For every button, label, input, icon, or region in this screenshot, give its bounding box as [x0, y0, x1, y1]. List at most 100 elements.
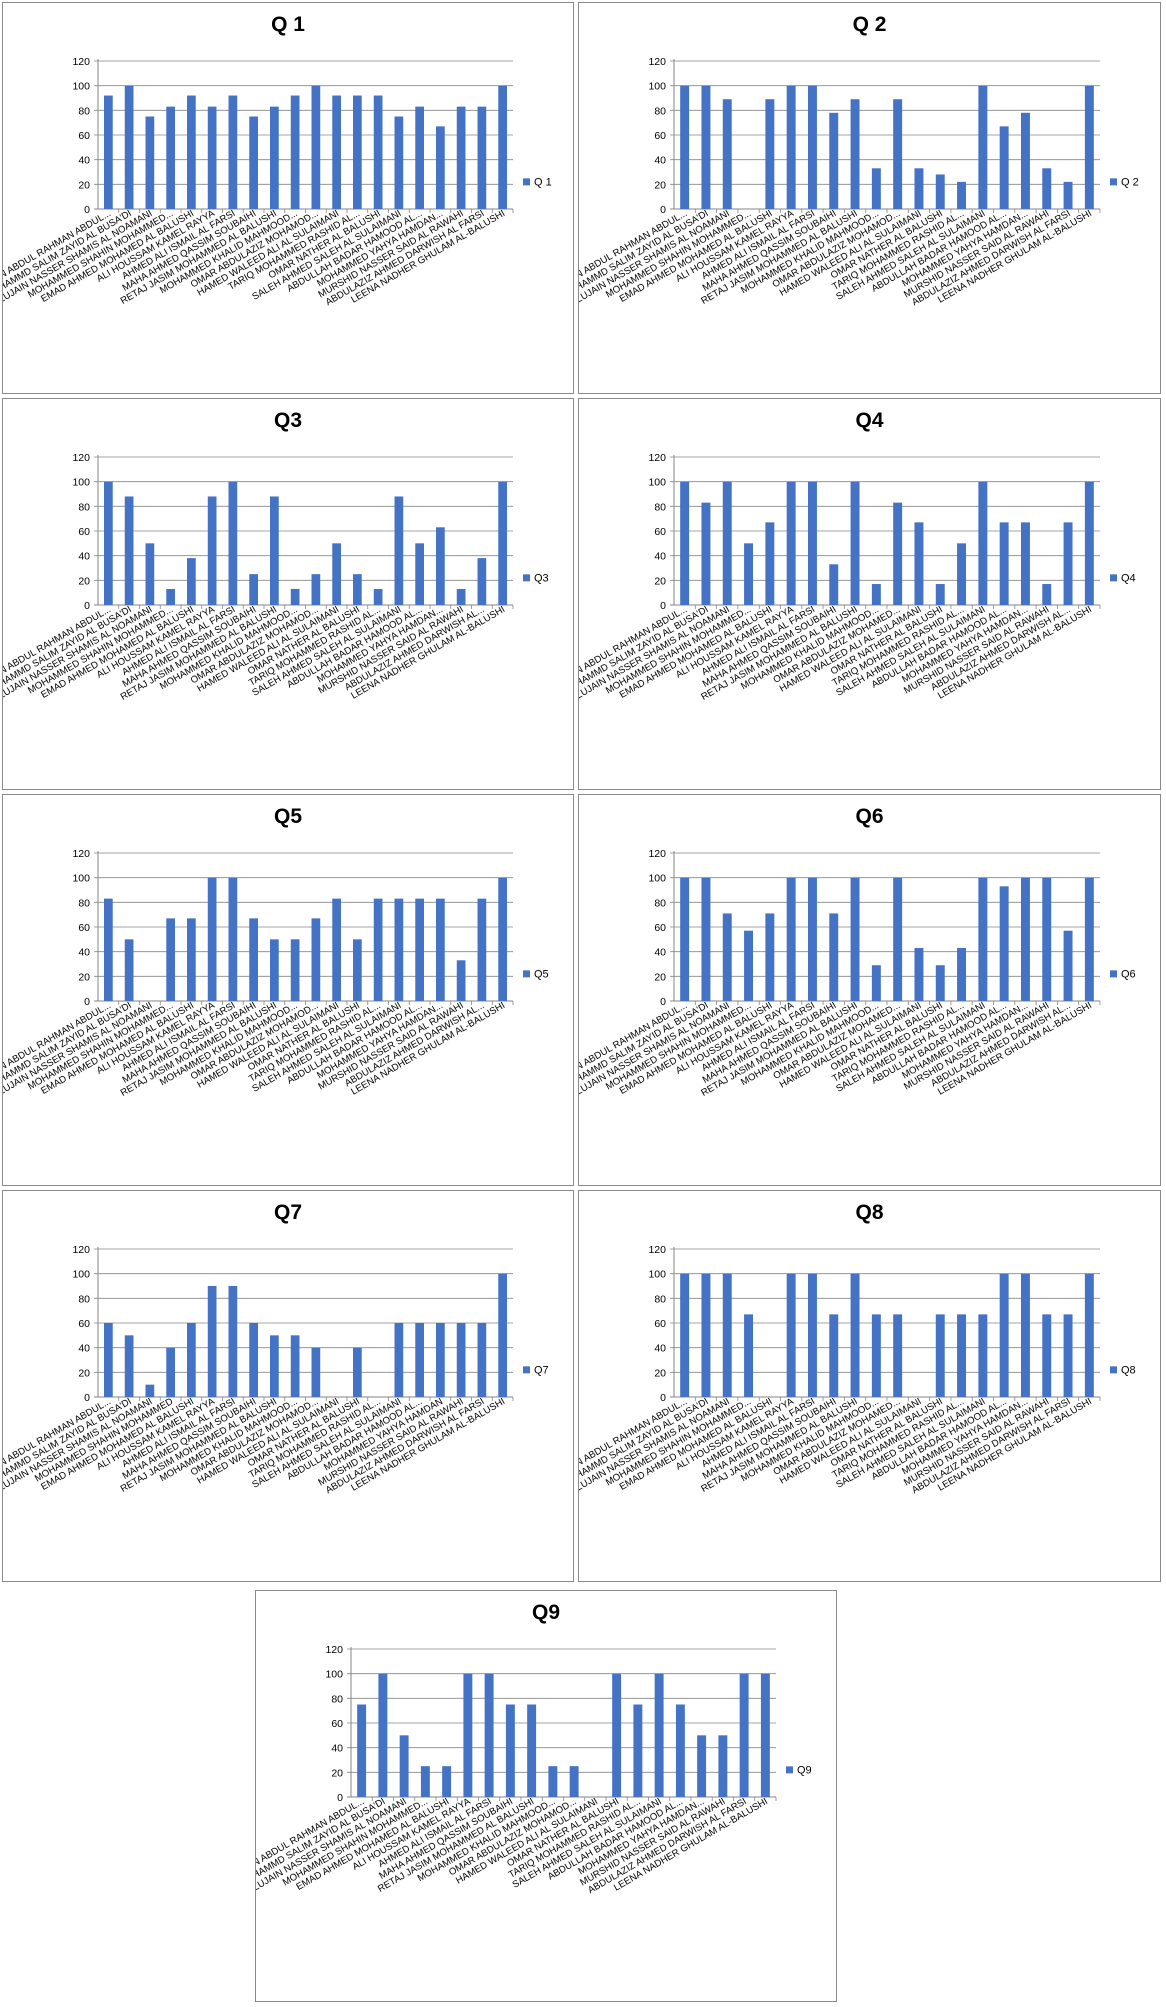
legend-swatch — [1110, 178, 1117, 186]
bar — [124, 496, 134, 605]
chart-title: Q8 — [855, 1201, 883, 1224]
bar — [415, 106, 424, 209]
bar — [718, 1735, 728, 1797]
bar — [145, 543, 155, 605]
bar — [484, 1673, 494, 1797]
bar — [1063, 522, 1073, 605]
bar — [187, 918, 196, 1001]
y-tick-label: 80 — [654, 105, 666, 117]
legend-swatch — [523, 178, 530, 186]
bar — [935, 965, 945, 1001]
bar — [357, 1704, 367, 1797]
y-tick-label: 100 — [72, 81, 90, 93]
bar — [332, 543, 341, 605]
bar — [373, 588, 383, 605]
chart-panel-q5: Q5 0 20 40 60 80 100 120 LUJAIN ABDUL RAHMAN ABD… — [2, 794, 574, 1186]
bar — [850, 877, 860, 1001]
bar — [394, 1323, 404, 1397]
bar — [829, 564, 839, 605]
bar — [999, 126, 1009, 209]
bar — [166, 918, 175, 1001]
y-tick-label: 80 — [78, 105, 90, 117]
bar — [893, 99, 903, 209]
legend-label: Q5 — [534, 968, 549, 980]
y-tick-label: 40 — [78, 551, 90, 563]
bar — [290, 939, 300, 1001]
bar — [207, 496, 217, 605]
bar — [680, 877, 690, 1001]
bar — [701, 502, 711, 605]
bar — [249, 116, 258, 209]
y-tick-label: 0 — [84, 1392, 90, 1404]
y-tick-label: 20 — [78, 1367, 90, 1379]
y-tick-label: 0 — [84, 996, 90, 1008]
bar — [1020, 522, 1030, 605]
bar — [722, 1273, 732, 1397]
y-tick-label: 20 — [78, 971, 90, 983]
legend-swatch — [523, 574, 530, 582]
y-tick-label: 100 — [648, 477, 666, 489]
bar — [807, 877, 817, 1001]
bar — [612, 1673, 622, 1797]
y-tick-label: 100 — [325, 1669, 343, 1681]
bar — [914, 168, 924, 209]
bar — [548, 1766, 558, 1797]
y-tick-label: 100 — [72, 873, 90, 885]
legend-label: Q3 — [534, 572, 549, 584]
bar — [498, 877, 507, 1001]
bar — [978, 877, 988, 1001]
bar — [270, 106, 279, 209]
bar — [765, 522, 775, 605]
y-tick-label: 80 — [78, 1293, 90, 1305]
bar — [1063, 181, 1073, 209]
y-tick-label: 20 — [654, 971, 666, 983]
bar — [442, 1766, 452, 1797]
bar — [957, 947, 967, 1001]
chart-title: Q4 — [855, 409, 883, 432]
y-tick-label: 0 — [84, 600, 90, 612]
bar — [935, 584, 945, 605]
legend-swatch — [1110, 1366, 1117, 1374]
bar — [722, 913, 732, 1001]
bar — [477, 898, 487, 1001]
y-tick-label: 120 — [648, 56, 666, 68]
bar — [228, 95, 238, 209]
bar — [373, 898, 383, 1001]
y-tick-label: 40 — [654, 1343, 666, 1355]
bar — [311, 918, 321, 1001]
bar — [498, 85, 507, 209]
bar — [871, 1314, 881, 1397]
bar — [786, 877, 796, 1001]
bar — [456, 1323, 466, 1397]
y-tick-label: 80 — [654, 1293, 666, 1305]
y-tick-label: 0 — [660, 204, 666, 216]
bar — [807, 1273, 817, 1397]
legend-label: Q8 — [1121, 1364, 1136, 1376]
y-tick-label: 80 — [78, 501, 90, 513]
chart-panel-q3: Q3 0 20 40 60 80 100 120 LUJAIN ABDUL RAHMAN ABD… — [2, 398, 574, 790]
bar — [456, 960, 466, 1001]
chart-title: Q7 — [274, 1201, 302, 1224]
chart-title: Q 2 — [853, 13, 887, 36]
legend-swatch — [1110, 574, 1117, 582]
bar — [436, 527, 445, 605]
bar — [871, 965, 881, 1001]
y-tick-label: 60 — [78, 526, 90, 538]
y-tick-label: 60 — [78, 130, 90, 142]
y-tick-label: 60 — [654, 130, 666, 142]
bar — [654, 1673, 664, 1797]
y-tick-label: 60 — [654, 922, 666, 934]
bar — [353, 95, 362, 209]
bar — [394, 116, 404, 209]
bar — [871, 168, 881, 209]
bar — [394, 898, 404, 1001]
bar — [436, 126, 445, 209]
bar — [145, 1384, 155, 1397]
bar — [1042, 1314, 1052, 1397]
bar — [850, 1273, 860, 1397]
